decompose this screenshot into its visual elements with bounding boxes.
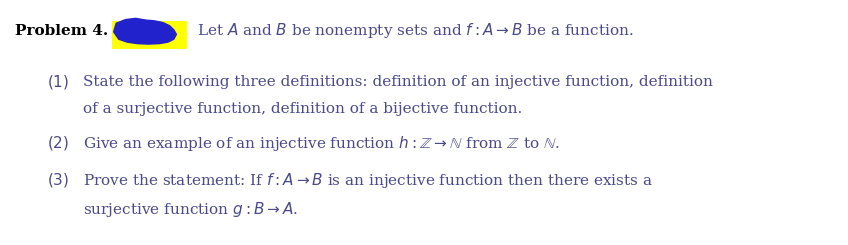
Text: $(2)$: $(2)$ xyxy=(47,134,69,152)
Text: surjective function $g : B \rightarrow A$.: surjective function $g : B \rightarrow A… xyxy=(83,200,298,219)
Text: Give an example of an injective function $h : \mathbb{Z} \rightarrow \mathbb{N}$: Give an example of an injective function… xyxy=(83,134,560,153)
Text: of a surjective function, definition of a bijective function.: of a surjective function, definition of … xyxy=(83,102,522,116)
Text: $(1)$: $(1)$ xyxy=(47,73,69,91)
Text: Let $A$ and $B$ be nonempty sets and $f : A \rightarrow B$ be a function.: Let $A$ and $B$ be nonempty sets and $f … xyxy=(197,21,633,40)
Text: Problem 4.: Problem 4. xyxy=(15,24,109,38)
Text: $(3)$: $(3)$ xyxy=(47,171,69,189)
Text: State the following three definitions: definition of an injective function, defi: State the following three definitions: d… xyxy=(83,75,713,89)
FancyBboxPatch shape xyxy=(112,21,187,49)
Polygon shape xyxy=(114,18,176,44)
Text: Prove the statement: If $f : A \rightarrow B$ is an injective function then ther: Prove the statement: If $f : A \rightarr… xyxy=(83,171,653,190)
